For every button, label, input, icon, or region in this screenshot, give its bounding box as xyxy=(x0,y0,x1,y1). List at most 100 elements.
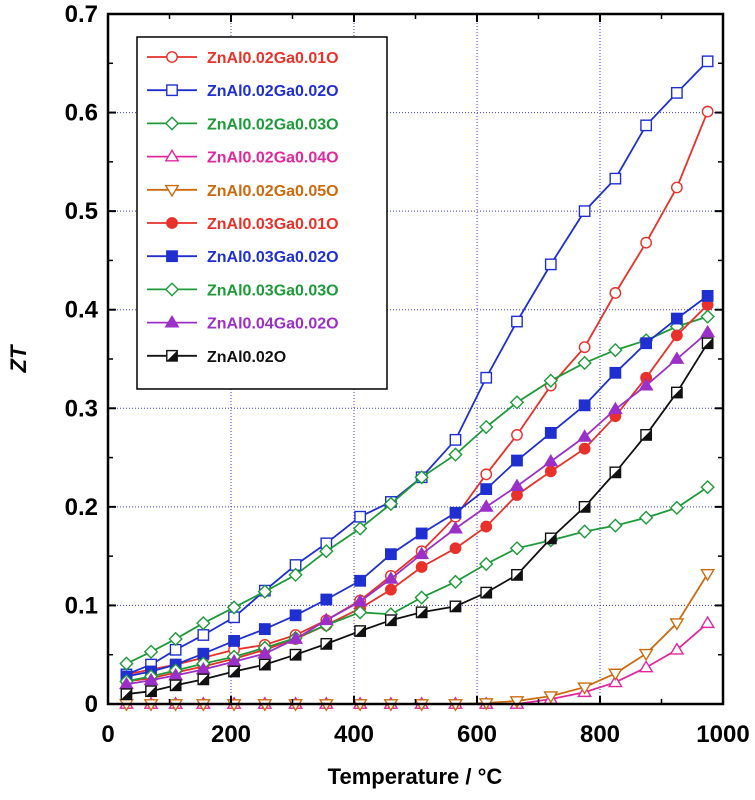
marker-half-fill xyxy=(640,429,652,441)
x-tick-label: 0 xyxy=(101,721,114,748)
data-point xyxy=(354,574,367,587)
y-tick-label: 0.4 xyxy=(65,297,99,324)
y-tick-label: 0.6 xyxy=(65,100,98,127)
y-tick-label: 0 xyxy=(85,691,98,718)
data-point xyxy=(414,470,429,485)
legend-entry: ZnAl0.03Ga0.01O xyxy=(147,216,339,233)
data-point xyxy=(578,500,591,513)
data-point xyxy=(670,181,683,194)
data-point xyxy=(449,506,462,519)
marker-half-fill xyxy=(450,601,461,612)
data-point xyxy=(352,605,368,620)
data-point xyxy=(226,600,242,615)
marker-half-fill xyxy=(145,685,157,697)
legend-entry: ZnAl0.02Ga0.05O xyxy=(147,183,339,200)
data-point xyxy=(257,584,273,599)
series-ZnAl0.02Ga0.03O xyxy=(119,309,715,671)
data-point xyxy=(670,386,683,399)
data-point xyxy=(577,429,593,442)
data-point xyxy=(669,500,685,516)
marker-half-fill xyxy=(416,607,427,618)
y-tick-label: 0.1 xyxy=(65,592,98,619)
data-point xyxy=(143,672,159,686)
data-point xyxy=(701,105,714,118)
data-point xyxy=(578,399,591,412)
marker-half-fill xyxy=(354,625,366,637)
legend-marker xyxy=(166,349,178,362)
data-point xyxy=(479,419,494,435)
data-point xyxy=(543,691,559,704)
data-point xyxy=(544,532,557,545)
data-point xyxy=(352,521,368,536)
data-point xyxy=(318,612,334,626)
data-point xyxy=(638,378,654,391)
legend-label: ZnAl0.02O xyxy=(207,349,286,366)
data-point xyxy=(480,371,493,384)
marker-half-fill xyxy=(671,387,683,398)
data-point xyxy=(509,541,525,556)
legend-marker xyxy=(164,149,180,162)
x-tick-label: 1000 xyxy=(696,721,749,748)
data-point xyxy=(700,615,716,629)
data-point xyxy=(258,623,271,635)
data-point xyxy=(383,571,399,584)
data-point xyxy=(352,593,368,607)
series-layer xyxy=(119,55,716,712)
data-point xyxy=(288,631,304,644)
data-point xyxy=(168,631,183,647)
data-point xyxy=(480,483,493,496)
data-point xyxy=(228,665,240,678)
legend-label: ZnAl0.02Ga0.02O xyxy=(207,83,339,100)
data-point xyxy=(544,427,557,439)
marker-half-fill xyxy=(321,638,332,650)
data-point xyxy=(415,606,428,619)
marker-half-fill xyxy=(121,688,132,700)
data-point xyxy=(577,682,593,695)
x-tick-label: 200 xyxy=(211,721,251,748)
data-point xyxy=(414,546,430,560)
data-point xyxy=(670,312,683,325)
data-point xyxy=(384,583,397,596)
series-ZnAl0.03Ga0.02O xyxy=(120,290,714,683)
x-tick-label: 800 xyxy=(580,721,620,748)
data-point xyxy=(701,55,714,68)
data-point xyxy=(607,401,623,415)
x-tick-label: 400 xyxy=(334,721,374,748)
legend-label: ZnAl0.02Ga0.04O xyxy=(207,150,339,167)
data-point xyxy=(509,395,525,410)
legend-label: ZnAl0.03Ga0.02O xyxy=(207,249,339,266)
data-point xyxy=(383,496,399,512)
marker-half-fill xyxy=(385,615,397,626)
data-point xyxy=(670,86,683,99)
y-tick-label: 0.7 xyxy=(65,1,98,28)
data-point xyxy=(448,447,463,462)
data-point xyxy=(449,600,462,613)
data-point xyxy=(197,673,210,686)
data-point xyxy=(511,428,523,441)
legend-marker xyxy=(164,315,180,328)
data-point xyxy=(669,642,685,655)
data-point xyxy=(544,258,557,271)
legend-marker xyxy=(166,84,178,97)
legend-label: ZnAl0.02Ga0.01O xyxy=(207,50,339,67)
data-point xyxy=(354,510,367,523)
data-point xyxy=(480,586,493,599)
data-point xyxy=(509,696,525,709)
data-point xyxy=(670,329,683,342)
data-point xyxy=(577,524,592,539)
data-point xyxy=(320,593,333,606)
data-point xyxy=(607,674,623,688)
data-point xyxy=(415,527,428,540)
data-point xyxy=(543,453,559,467)
data-point xyxy=(145,685,157,698)
data-point xyxy=(608,342,623,358)
data-point xyxy=(701,290,714,302)
legend-entry: ZnAl0.02Ga0.01O xyxy=(147,50,339,67)
data-point xyxy=(143,644,159,659)
legend-box xyxy=(136,36,388,390)
y-tick-label: 0.5 xyxy=(65,198,98,225)
data-point xyxy=(449,542,462,555)
data-point xyxy=(449,433,462,446)
data-point xyxy=(480,520,493,533)
legend-marker xyxy=(166,250,178,263)
